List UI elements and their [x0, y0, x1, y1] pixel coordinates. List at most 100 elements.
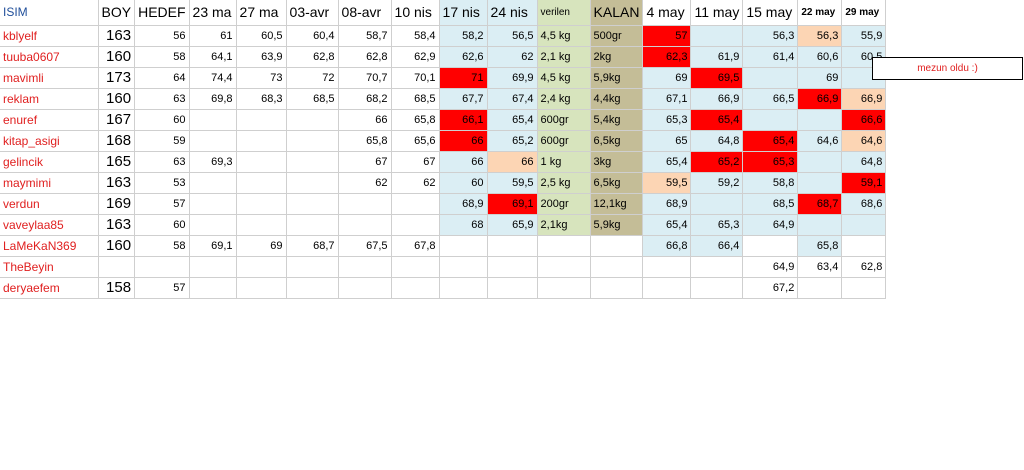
table-cell[interactable]: 67,5: [338, 235, 392, 257]
table-cell[interactable]: [236, 214, 287, 236]
table-cell[interactable]: 64,8: [690, 130, 744, 152]
table-cell[interactable]: 69,5: [690, 67, 744, 89]
table-cell[interactable]: 65,3: [742, 151, 799, 173]
table-cell[interactable]: 65,8: [797, 235, 843, 257]
table-cell[interactable]: [391, 193, 440, 215]
table-cell[interactable]: [797, 151, 843, 173]
table-cell[interactable]: 68,6: [841, 193, 887, 215]
table-cell[interactable]: [286, 256, 339, 278]
table-cell[interactable]: [391, 256, 440, 278]
table-cell[interactable]: 66,9: [797, 88, 843, 110]
table-cell[interactable]: 64,6: [797, 130, 843, 152]
table-cell[interactable]: 2,1kg: [537, 214, 591, 236]
table-cell[interactable]: 62: [338, 172, 392, 194]
table-cell[interactable]: 62,9: [391, 46, 440, 68]
name-cell[interactable]: kblyelf: [0, 25, 99, 47]
table-cell[interactable]: 4,4kg: [590, 88, 644, 110]
table-cell[interactable]: [286, 130, 339, 152]
table-cell[interactable]: [338, 214, 392, 236]
table-cell[interactable]: [338, 193, 392, 215]
table-cell[interactable]: 2kg: [590, 46, 644, 68]
header-cell[interactable]: 03-avr: [286, 0, 339, 26]
table-cell[interactable]: [797, 214, 843, 236]
table-cell[interactable]: 66,8: [642, 235, 692, 257]
table-cell[interactable]: 4,5 kg: [537, 25, 591, 47]
table-cell[interactable]: 65,3: [690, 214, 744, 236]
table-cell[interactable]: [286, 214, 339, 236]
table-cell[interactable]: 60: [134, 109, 190, 131]
table-cell[interactable]: 59,5: [487, 172, 538, 194]
table-cell[interactable]: 66,6: [841, 109, 887, 131]
header-cell[interactable]: 24 nis: [487, 0, 538, 26]
table-cell[interactable]: 68: [439, 214, 488, 236]
table-cell[interactable]: [338, 277, 392, 299]
table-cell[interactable]: 158: [98, 277, 136, 299]
table-cell[interactable]: 69: [797, 67, 843, 89]
table-cell[interactable]: 67,8: [391, 235, 440, 257]
table-cell[interactable]: 65,3: [642, 109, 692, 131]
table-cell[interactable]: [338, 256, 392, 278]
table-cell[interactable]: [537, 277, 591, 299]
table-cell[interactable]: 65,4: [690, 109, 744, 131]
table-cell[interactable]: [236, 256, 287, 278]
table-cell[interactable]: 67,4: [487, 88, 538, 110]
table-cell[interactable]: 68,7: [286, 235, 339, 257]
table-cell[interactable]: 67: [338, 151, 392, 173]
table-cell[interactable]: 72: [286, 67, 339, 89]
table-cell[interactable]: 65,4: [487, 109, 538, 131]
table-cell[interactable]: 68,9: [439, 193, 488, 215]
table-cell[interactable]: [189, 277, 237, 299]
table-cell[interactable]: [286, 172, 339, 194]
table-cell[interactable]: 63: [134, 151, 190, 173]
table-cell[interactable]: [742, 235, 799, 257]
table-cell[interactable]: [286, 151, 339, 173]
table-cell[interactable]: 63: [134, 88, 190, 110]
table-cell[interactable]: [189, 214, 237, 236]
table-cell[interactable]: 2,5 kg: [537, 172, 591, 194]
header-cell[interactable]: 08-avr: [338, 0, 392, 26]
table-cell[interactable]: 2,4 kg: [537, 88, 591, 110]
table-cell[interactable]: 68,5: [391, 88, 440, 110]
table-cell[interactable]: 67,1: [642, 88, 692, 110]
table-cell[interactable]: 160: [98, 235, 136, 257]
table-cell[interactable]: 63,4: [797, 256, 843, 278]
table-cell[interactable]: 66: [439, 130, 488, 152]
table-cell[interactable]: [189, 193, 237, 215]
note-cell[interactable]: mezun oldu :): [872, 57, 1023, 80]
table-cell[interactable]: 65,2: [487, 130, 538, 152]
table-cell[interactable]: [439, 256, 488, 278]
table-cell[interactable]: [286, 193, 339, 215]
table-cell[interactable]: 58,8: [742, 172, 799, 194]
table-cell[interactable]: 69,8: [189, 88, 237, 110]
table-cell[interactable]: 65,2: [690, 151, 744, 173]
table-cell[interactable]: 55,9: [841, 25, 887, 47]
table-cell[interactable]: 68,2: [338, 88, 392, 110]
table-cell[interactable]: 61: [189, 25, 237, 47]
table-cell[interactable]: 59,2: [690, 172, 744, 194]
table-cell[interactable]: 66,1: [439, 109, 488, 131]
table-cell[interactable]: [487, 256, 538, 278]
name-cell[interactable]: enuref: [0, 109, 99, 131]
table-cell[interactable]: [841, 277, 887, 299]
table-cell[interactable]: 66,9: [690, 88, 744, 110]
table-cell[interactable]: 167: [98, 109, 136, 131]
table-cell[interactable]: [98, 256, 136, 278]
table-cell[interactable]: [189, 256, 237, 278]
header-cell[interactable]: 27 ma: [236, 0, 287, 26]
table-cell[interactable]: 600gr: [537, 109, 591, 131]
table-cell[interactable]: 62,6: [439, 46, 488, 68]
table-cell[interactable]: 65,8: [391, 109, 440, 131]
table-cell[interactable]: 53: [134, 172, 190, 194]
table-cell[interactable]: [236, 172, 287, 194]
table-cell[interactable]: 3kg: [590, 151, 644, 173]
header-cell[interactable]: 11 may: [690, 0, 744, 26]
table-cell[interactable]: 65,4: [742, 130, 799, 152]
table-cell[interactable]: [797, 277, 843, 299]
table-cell[interactable]: 66: [338, 109, 392, 131]
table-cell[interactable]: 65,8: [338, 130, 392, 152]
table-cell[interactable]: [391, 277, 440, 299]
table-cell[interactable]: 168: [98, 130, 136, 152]
table-cell[interactable]: 66: [487, 151, 538, 173]
table-cell[interactable]: 68,5: [742, 193, 799, 215]
header-cell[interactable]: 29 may: [841, 0, 887, 26]
